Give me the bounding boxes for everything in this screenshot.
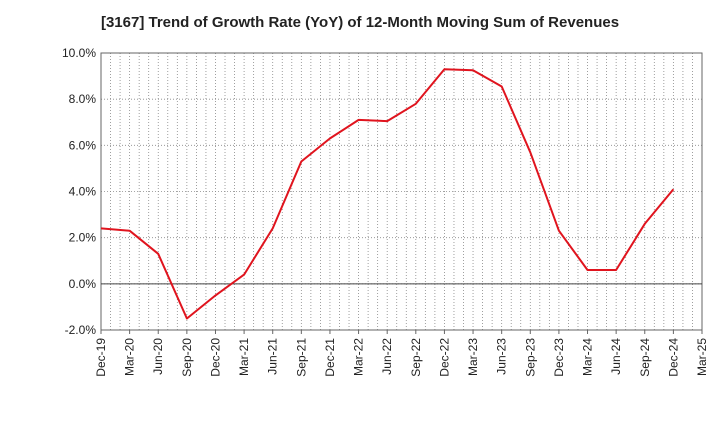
axis-frame <box>100 52 703 331</box>
x-tick-label: Sep-21 <box>294 338 308 377</box>
x-tick-label: Sep-24 <box>638 338 652 377</box>
x-tick-label: Mar-25 <box>695 338 709 376</box>
y-tick-label: 0.0% <box>69 277 97 291</box>
plot-frame <box>100 52 703 331</box>
x-tick-label: Mar-23 <box>466 338 480 376</box>
x-tick-label: Mar-22 <box>352 338 366 376</box>
x-tick-label: Sep-23 <box>523 338 537 377</box>
y-tick-label: 8.0% <box>69 92 97 106</box>
x-tick-label: Sep-20 <box>180 338 194 377</box>
x-tick-label: Mar-21 <box>237 338 251 376</box>
series-layer <box>100 68 675 320</box>
x-tick-label: Jun-24 <box>609 338 623 375</box>
x-tick-label: Mar-20 <box>123 338 137 376</box>
x-tick-label: Dec-19 <box>94 338 108 377</box>
x-tick-label: Dec-22 <box>437 338 451 377</box>
x-tick-label: Dec-23 <box>552 338 566 377</box>
x-tick-label: Dec-21 <box>323 338 337 377</box>
x-tick-label: Mar-24 <box>581 338 595 376</box>
x-tick-label: Jun-21 <box>266 338 280 375</box>
y-tick-label: -2.0% <box>65 323 97 337</box>
x-tick-label: Jun-20 <box>151 338 165 375</box>
x-tick-label: Dec-24 <box>666 338 680 377</box>
y-tick-label: 10.0% <box>62 46 96 60</box>
x-tick-label: Jun-23 <box>495 338 509 375</box>
y-axis-ticks: 10.0% 8.0% 6.0% 4.0% 2.0% 0.0% -2.0% <box>62 46 96 337</box>
chart-title: [3167] Trend of Growth Rate (YoY) of 12-… <box>100 14 620 31</box>
x-tick-label: Sep-22 <box>409 338 423 377</box>
series-line-0 <box>100 68 675 320</box>
x-tick-label: Jun-22 <box>380 338 394 375</box>
y-tick-label: 4.0% <box>69 185 97 199</box>
y-tick-label: 2.0% <box>69 231 97 245</box>
x-axis-ticks: Dec-19 Mar-20 Jun-20 Sep-20 Dec-20 Mar-21 Jun-… <box>94 330 709 377</box>
grid-lines <box>100 52 703 331</box>
x-tick-label: Dec-20 <box>208 338 222 377</box>
y-tick-label: 6.0% <box>69 138 97 152</box>
